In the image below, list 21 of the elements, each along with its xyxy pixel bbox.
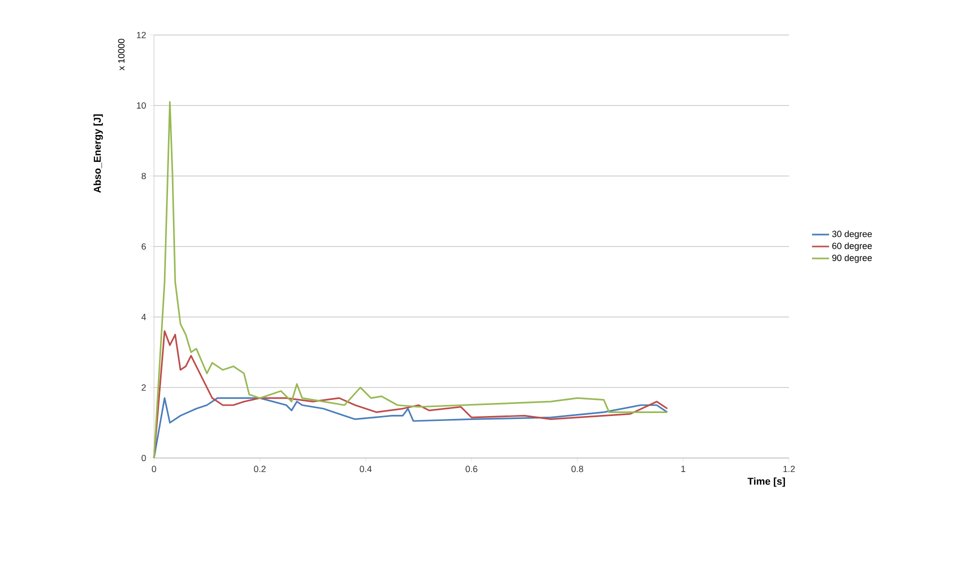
- x-tick-label: 1: [681, 466, 686, 472]
- x-axis-title: Time [s]: [748, 477, 785, 487]
- y-tick-label: 8: [142, 172, 146, 180]
- y-tick-label: 12: [136, 32, 146, 38]
- legend-label: 30 degree: [832, 230, 872, 239]
- text: x 10000: [118, 38, 125, 70]
- legend-label: 60 degree: [832, 242, 872, 251]
- y-axis-title: Abso_Energy [J]: [94, 114, 103, 193]
- x-tick-label: 1.2: [783, 466, 795, 472]
- y-tick-label: 0: [142, 454, 146, 462]
- y-tick-label: 6: [142, 243, 146, 250]
- y-tick-label: 10: [136, 102, 146, 109]
- x-tick-label: 0.8: [571, 466, 584, 472]
- x-tick-label: 0.2: [254, 466, 266, 472]
- y-tick-label: 2: [142, 384, 146, 391]
- y-tick-label: 4: [141, 314, 146, 320]
- legend-label: 90 degree: [832, 254, 872, 263]
- x-tick-label: 0.4: [360, 466, 372, 472]
- line-series: [153, 101, 668, 459]
- x-tick-label: 0: [152, 466, 156, 472]
- x-tick-label: 0.6: [466, 466, 478, 472]
